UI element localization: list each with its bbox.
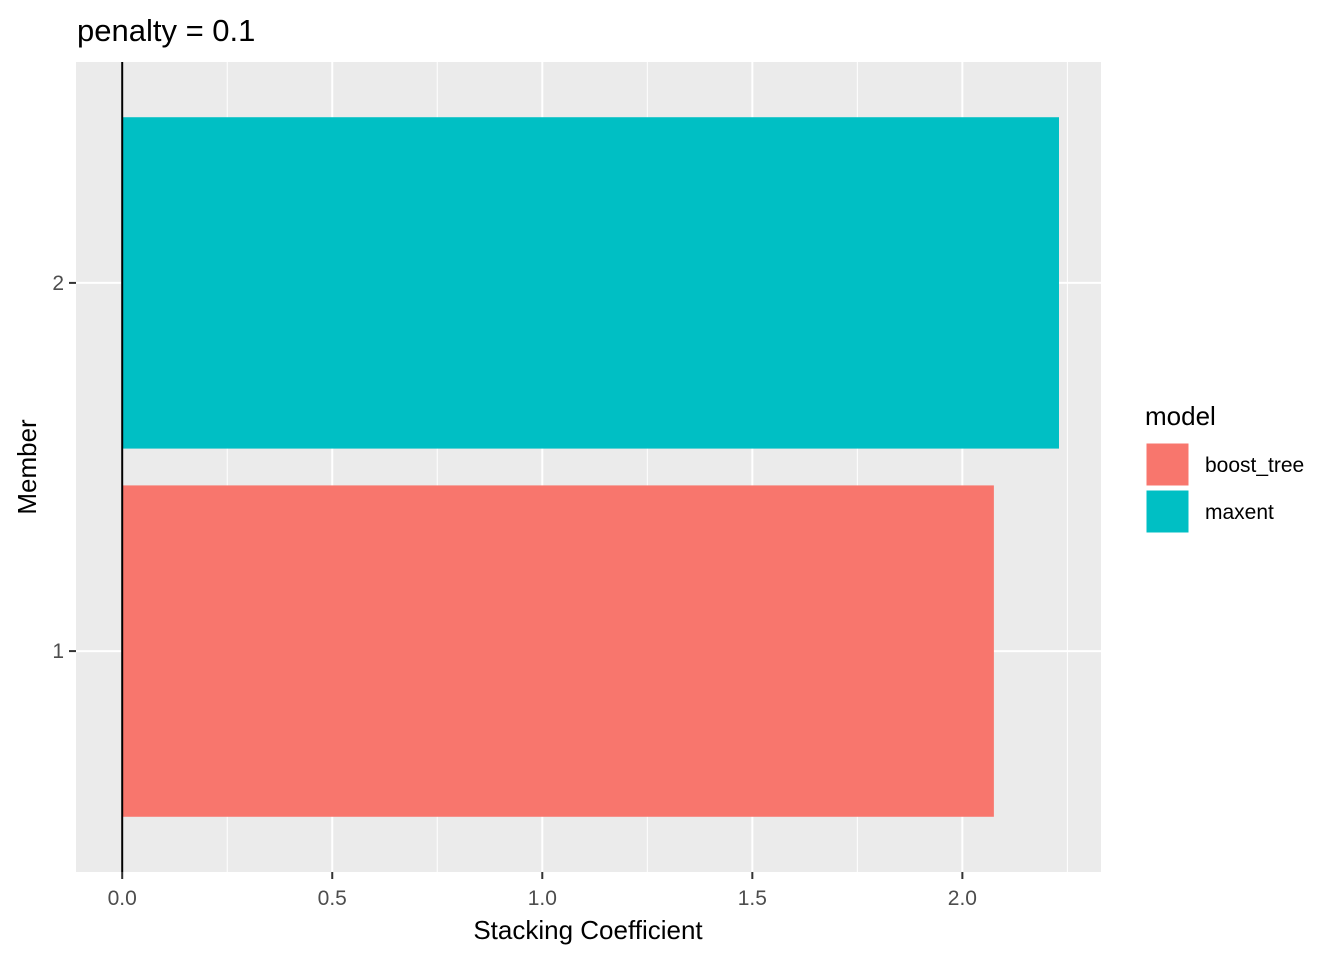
bars (122, 117, 1059, 817)
y-tick-label: 2 (52, 272, 64, 295)
legend-key-maxent (1145, 489, 1190, 534)
legend-label-maxent: maxent (1205, 501, 1274, 524)
chart-title: penalty = 0.1 (77, 13, 255, 48)
legend-key-boost_tree (1145, 442, 1190, 487)
y-axis-ticks: 12 (52, 272, 76, 663)
y-axis-title: Member (12, 419, 42, 515)
bar-1 (122, 485, 994, 817)
x-tick-label: 1.0 (528, 887, 557, 910)
x-tick-label: 2.0 (948, 887, 977, 910)
legend-title: model (1145, 401, 1216, 431)
x-tick-label: 1.5 (738, 887, 767, 910)
x-tick-label: 0.0 (108, 887, 137, 910)
x-axis-title: Stacking Coefficient (473, 915, 703, 945)
x-axis-ticks: 0.0 0.5 1.0 1.5 2.0 (108, 872, 977, 910)
bar-2 (122, 117, 1059, 449)
x-tick-label: 0.5 (318, 887, 347, 910)
y-tick-label: 1 (52, 640, 64, 663)
legend-label-boost_tree: boost_tree (1205, 454, 1304, 477)
